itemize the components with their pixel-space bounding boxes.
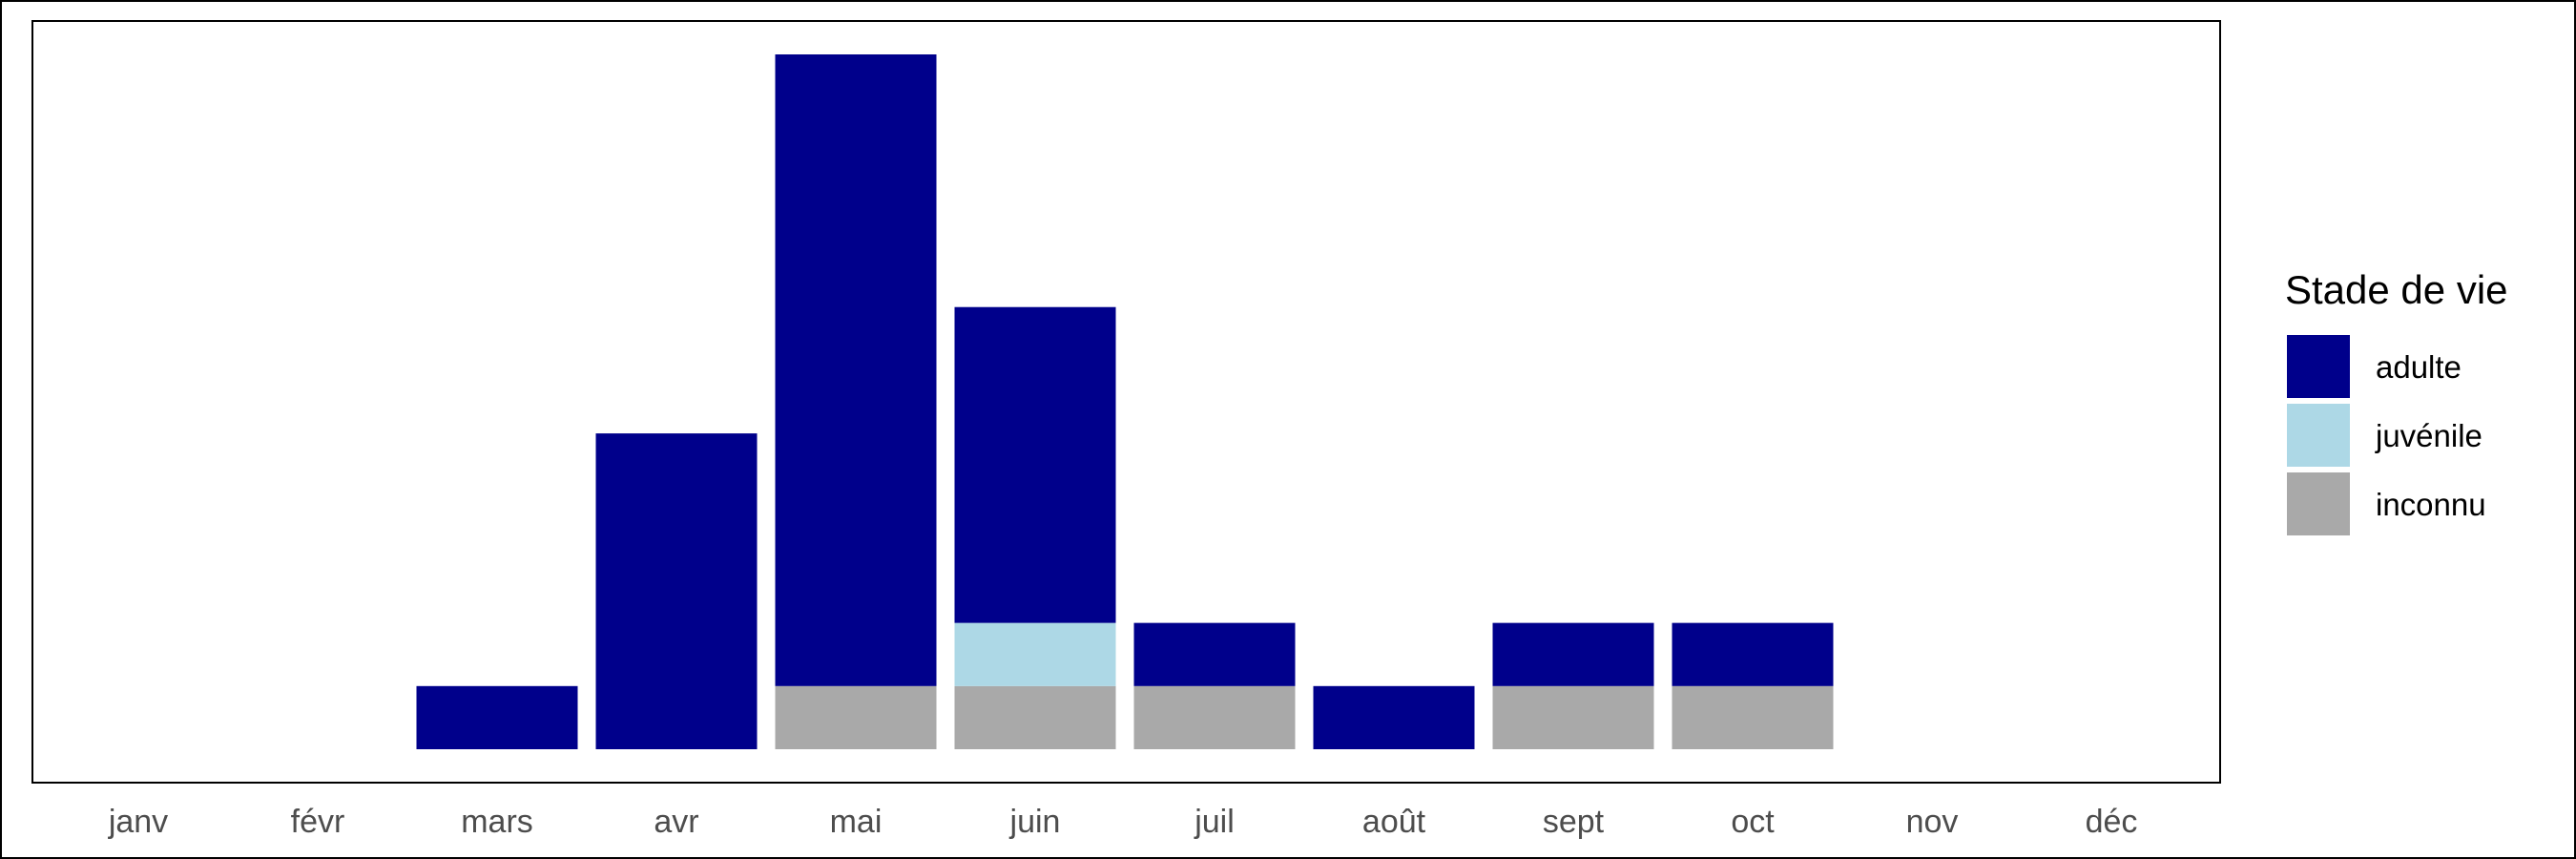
x-tick-label-juil: juil [1194, 804, 1235, 840]
x-tick-label-avr: avr [654, 804, 698, 840]
x-tick-label-nov: nov [1906, 804, 1959, 840]
x-tick-label-mars: mars [461, 804, 533, 840]
legend: Stade de vie adulte juvénile inconnu [2285, 267, 2508, 535]
x-tick-label-fevr: févr [291, 804, 345, 840]
legend-key-adulte [2287, 335, 2350, 398]
x-tick-label-oct: oct [1731, 804, 1775, 840]
x-tick-label-sept: sept [1543, 804, 1605, 840]
bar-juin-juvenile [954, 622, 1116, 686]
x-tick-label-dec: déc [2086, 804, 2138, 840]
legend-key-juvenile [2287, 404, 2350, 467]
legend-items: adulte juvénile inconnu [2287, 335, 2486, 535]
bar-mai-inconnu [775, 685, 937, 749]
panel-border [31, 20, 2221, 784]
bar-juin-adulte [954, 306, 1116, 623]
x-tick-label-juin: juin [1009, 804, 1061, 840]
bar-juil-adulte [1133, 622, 1296, 686]
bar-juil-inconnu [1133, 685, 1296, 749]
x-tick-label-mai: mai [830, 804, 883, 840]
bar-oct-inconnu [1672, 685, 1834, 749]
x-tick-label-janv: janv [108, 804, 168, 840]
bar-avr-adulte [595, 433, 758, 749]
legend-label-adulte: adulte [2376, 349, 2462, 385]
bar-mars-adulte [416, 685, 578, 749]
x-axis-tick-labels: janv févr mars avr mai juin juil août sept oct nov… [108, 804, 2138, 840]
bar-oct-adulte [1672, 622, 1834, 686]
bar-sept-inconnu [1492, 685, 1654, 749]
legend-title: Stade de vie [2285, 267, 2508, 312]
legend-label-inconnu: inconnu [2376, 487, 2486, 522]
x-tick-label-aout: août [1362, 804, 1426, 840]
legend-label-juvenile: juvénile [2375, 418, 2483, 453]
bar-aout-adulte [1313, 685, 1475, 749]
bar-mai-adulte [775, 54, 937, 686]
bars-layer [416, 54, 1834, 749]
legend-key-inconnu [2287, 472, 2350, 535]
bar-juin-inconnu [954, 685, 1116, 749]
bar-sept-adulte [1492, 622, 1654, 686]
